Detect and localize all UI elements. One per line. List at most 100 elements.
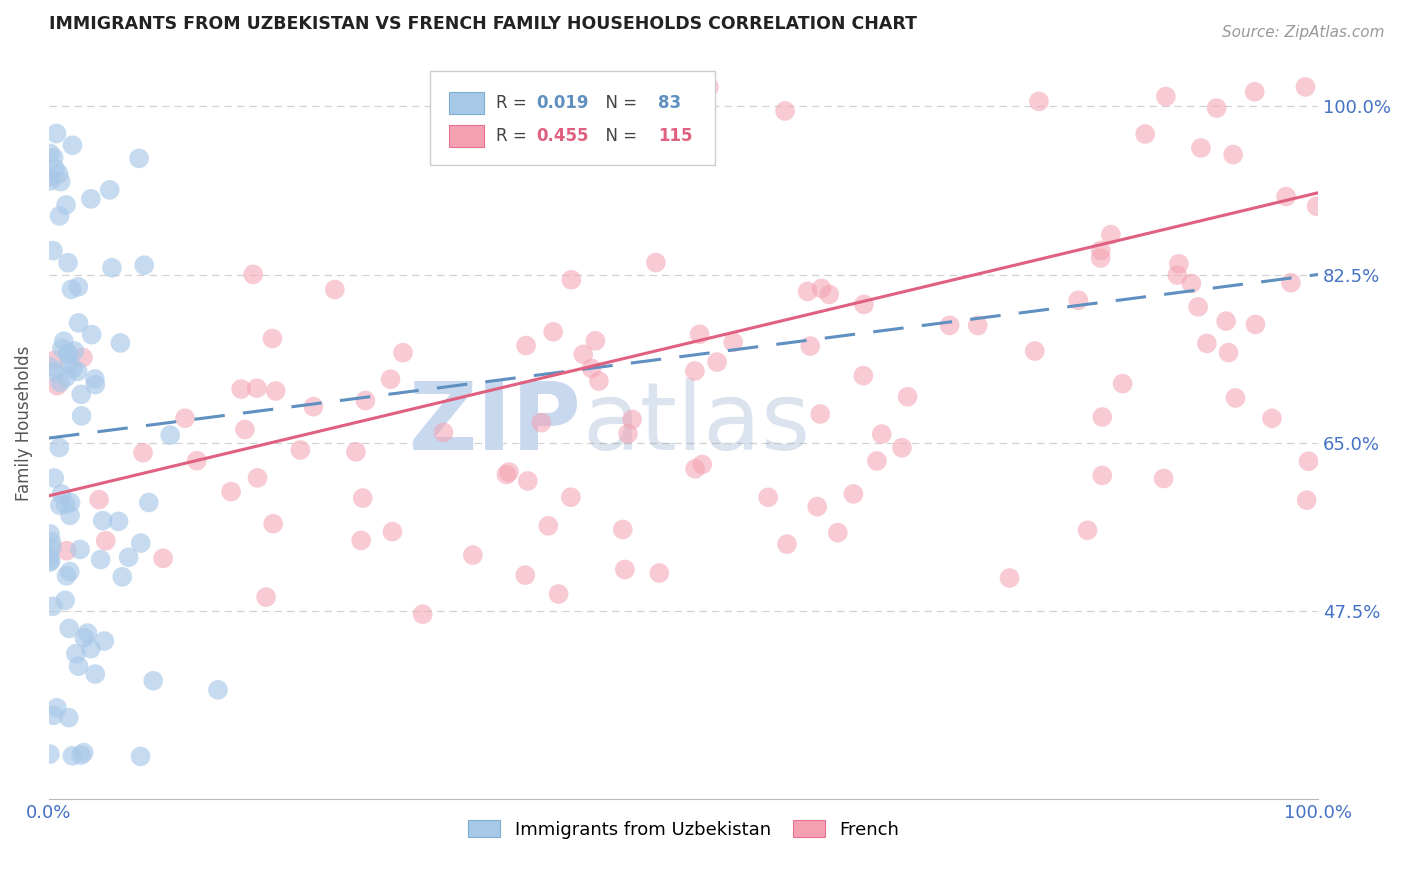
Text: R =: R = (496, 95, 531, 112)
Point (42, 599, 65, 614)
Point (55, 543, 77, 558)
Point (159, 428, 181, 442)
Point (49, 498, 72, 512)
Point (59, 495, 82, 509)
Point (91, 514, 114, 528)
Point (55, 497, 77, 511)
Point (515, 338, 537, 352)
Point (53, 593, 76, 607)
Point (560, 273, 582, 287)
Point (262, 332, 284, 346)
Point (84, 667, 107, 681)
Point (495, 467, 517, 482)
Point (55, 370, 77, 384)
Point (827, 525, 849, 540)
Point (39, 146, 62, 161)
Point (80, 641, 103, 656)
Point (48, 167, 70, 181)
Point (58, 347, 80, 361)
Point (38, 555, 60, 569)
Point (52, 334, 75, 349)
Point (1195, 336, 1218, 351)
Point (842, 487, 865, 501)
Point (62, 138, 84, 153)
Point (354, 393, 377, 408)
Point (998, 571, 1021, 585)
Point (1154, 89, 1177, 103)
Point (1090, 251, 1112, 265)
Point (45, 700, 67, 714)
Point (73, 746, 96, 760)
Point (110, 335, 132, 350)
Point (80, 192, 103, 206)
Point (246, 471, 269, 485)
Point (69, 542, 91, 557)
Point (432, 425, 454, 440)
Text: 83: 83 (658, 95, 682, 112)
Point (48, 441, 70, 455)
Point (648, 566, 671, 580)
Text: 0.455: 0.455 (536, 128, 589, 145)
Text: N =: N = (595, 95, 643, 112)
Point (83, 372, 105, 386)
Point (621, 412, 644, 426)
Point (1180, 277, 1202, 291)
Point (583, 334, 606, 348)
Point (581, 361, 603, 376)
Text: 0.019: 0.019 (536, 95, 589, 112)
Point (98, 183, 121, 197)
Text: IMMIGRANTS FROM UZBEKISTAN VS FRENCH FAMILY HOUSEHOLDS CORRELATION CHART: IMMIGRANTS FROM UZBEKISTAN VS FRENCH FAM… (49, 15, 917, 33)
Point (70, 387, 93, 401)
Point (350, 533, 373, 548)
Point (706, 355, 728, 369)
Point (461, 548, 484, 562)
Point (134, 258, 156, 272)
Point (352, 491, 374, 505)
Point (891, 441, 914, 455)
Point (1067, 293, 1090, 308)
Point (1243, 85, 1265, 99)
Point (38, 549, 60, 564)
Point (70, 409, 93, 423)
Bar (449, 92, 484, 114)
Point (254, 590, 277, 604)
Point (773, 103, 796, 118)
Text: 115: 115 (658, 128, 693, 145)
Point (756, 491, 779, 505)
Point (63, 344, 86, 359)
Point (541, 325, 564, 339)
Text: R =: R = (496, 128, 531, 145)
Point (938, 318, 960, 333)
Point (1090, 244, 1112, 258)
Point (90, 552, 112, 566)
Point (55, 198, 77, 212)
Point (683, 462, 706, 476)
Point (547, 587, 569, 601)
Point (381, 524, 404, 539)
Point (152, 551, 174, 566)
Point (56, 256, 79, 270)
Point (852, 368, 875, 383)
Point (39, 359, 62, 374)
Point (246, 381, 269, 395)
Point (689, 327, 711, 342)
Point (186, 453, 208, 467)
Point (38, 747, 60, 761)
Point (58, 357, 80, 371)
Point (1244, 318, 1267, 332)
Point (1275, 189, 1298, 203)
Point (44, 365, 66, 379)
Point (62, 361, 84, 376)
Point (44, 353, 66, 368)
Point (174, 411, 197, 425)
Point (48, 209, 70, 223)
Text: atlas: atlas (582, 377, 810, 470)
Point (870, 427, 893, 442)
Point (1295, 493, 1317, 508)
Text: Source: ZipAtlas.com: Source: ZipAtlas.com (1222, 25, 1385, 40)
Point (101, 260, 124, 275)
Point (560, 490, 582, 504)
Point (1135, 127, 1157, 141)
Point (42, 151, 65, 165)
Point (70, 747, 93, 762)
